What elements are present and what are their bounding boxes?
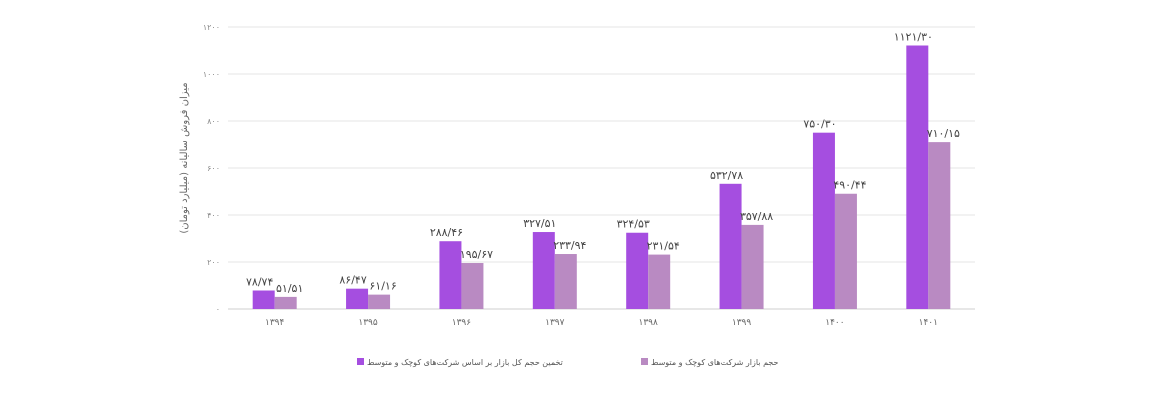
bars — [252, 45, 951, 309]
data-label: ۵۱/۵۱ — [276, 282, 303, 295]
data-label: ۳۲۷/۵۱ — [523, 217, 556, 230]
x-tick-label: ۱۳۹۷ — [545, 318, 565, 328]
y-tick-label: ۶۰۰ — [207, 164, 220, 173]
bar — [554, 254, 577, 309]
bar — [834, 193, 857, 309]
bar — [648, 254, 671, 309]
data-label: ۴۹۰/۴۴ — [833, 179, 866, 192]
y-tick-label: ۱۲۰۰ — [203, 23, 220, 32]
data-label: ۶۱/۱۶ — [369, 280, 396, 293]
data-label: ۸۶/۴۷ — [339, 274, 366, 287]
bar — [368, 294, 391, 309]
x-tick-label: ۱۳۹۴ — [265, 318, 285, 328]
data-label: ۳۵۷/۸۸ — [740, 210, 773, 223]
data-label: ۱۱۲۱/۳۰ — [894, 30, 933, 43]
bar — [928, 142, 951, 309]
y-axis-ticks: ۰ ۲۰۰ ۴۰۰ ۶۰۰ ۸۰۰ ۱۰۰۰ ۱۲۰۰ — [203, 23, 220, 314]
x-tick-label: ۱۳۹۹ — [732, 318, 752, 328]
legend-swatch-series-2 — [641, 358, 648, 365]
legend: تخمین حجم کل بازار بر اساس شرکت‌های کوچک… — [357, 358, 779, 367]
y-tick-label: ۱۰۰۰ — [203, 70, 220, 79]
y-axis-label: میزان فروش سالیانه (میلیارد تومان) — [179, 82, 190, 233]
legend-label-series-1: تخمین حجم کل بازار بر اساس شرکت‌های کوچک… — [367, 358, 563, 367]
data-label: ۱۹۵/۶۷ — [460, 248, 493, 261]
data-labels: ۷۸/۷۴ ۵۱/۵۱ ۸۶/۴۷ ۶۱/۱۶ ۲۸۸/۴۶ ۱۹۵/۶۷ ۳۲۷/۵۱ ۲۳… — [246, 30, 960, 294]
y-tick-label: ۸۰۰ — [207, 117, 220, 126]
x-axis-ticks: ۱۳۹۴ ۱۳۹۵ ۱۳۹۶ ۱۳۹۷ ۱۳۹۸ ۱۳۹۹ ۱۴۰۰ ۱۴۰۱ — [265, 318, 938, 328]
legend-label-series-2: حجم بازار شرکت‌های کوچک و متوسط — [651, 358, 779, 367]
bar — [719, 183, 742, 309]
data-label: ۳۲۴/۵۳ — [617, 218, 650, 231]
bar — [461, 263, 484, 309]
bar — [812, 132, 835, 309]
legend-swatch-series-1 — [357, 358, 364, 365]
data-label: ۷۸/۷۴ — [246, 275, 273, 288]
x-tick-label: ۱۳۹۶ — [452, 318, 472, 328]
grid-lines — [228, 26, 975, 310]
bar — [346, 288, 369, 309]
data-label: ۲۳۱/۵۴ — [647, 240, 680, 253]
data-label: ۷۱۰/۱۵ — [927, 127, 960, 140]
bar — [741, 224, 764, 309]
x-tick-label: ۱۳۹۸ — [639, 318, 659, 328]
bar — [626, 232, 649, 309]
bar — [439, 241, 462, 309]
y-tick-label: ۲۰۰ — [207, 258, 220, 267]
data-label: ۲۳۳/۹۴ — [553, 239, 586, 252]
x-tick-label: ۱۴۰۰ — [825, 318, 844, 328]
bar — [532, 232, 555, 309]
bar — [906, 45, 929, 309]
y-tick-label: ۰ — [216, 305, 220, 314]
bar — [252, 290, 275, 309]
x-tick-label: ۱۳۹۵ — [358, 318, 378, 328]
y-tick-label: ۴۰۰ — [207, 211, 220, 220]
data-label: ۵۳۲/۷۸ — [710, 169, 743, 182]
bar — [274, 296, 297, 309]
data-label: ۷۵۰/۳۰ — [803, 118, 836, 131]
data-label: ۲۸۸/۴۶ — [430, 226, 463, 239]
x-tick-label: ۱۴۰۱ — [919, 318, 938, 328]
